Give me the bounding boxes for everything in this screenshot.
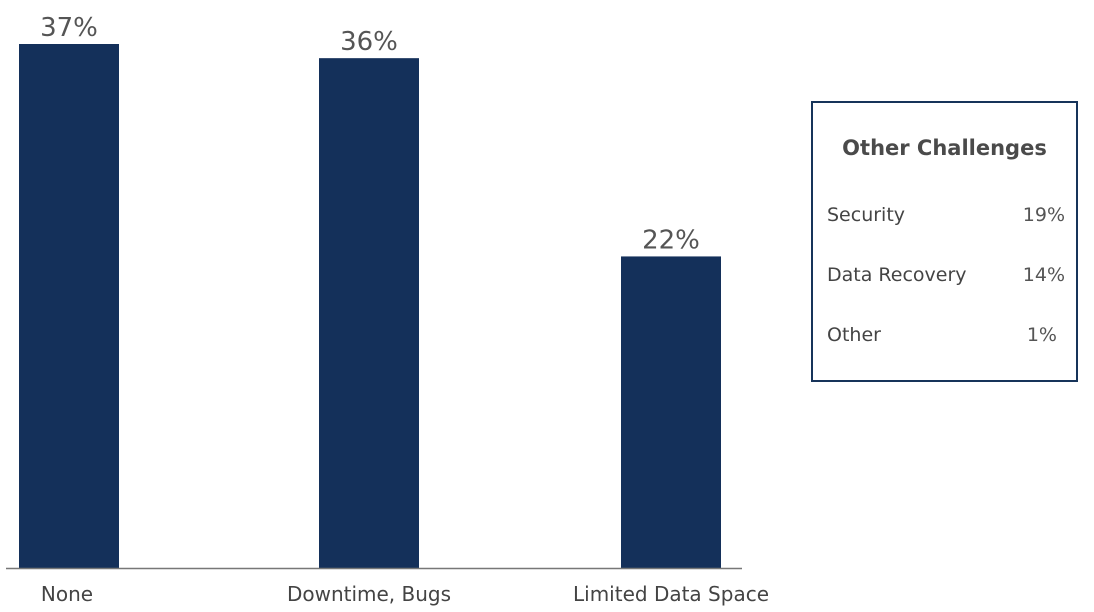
row-label: Security [827, 204, 906, 226]
other-challenges-row: Other 1% [827, 324, 1065, 352]
row-value: 19% [1022, 204, 1065, 226]
row-value: 1% [1026, 324, 1057, 346]
row-label: Other [827, 324, 881, 346]
category-label: Limited Data Space [573, 582, 769, 606]
other-challenges-row: Data Recovery 14% [827, 264, 1065, 292]
category-label: Downtime, Bugs [287, 582, 451, 606]
bar-value-label: 36% [340, 27, 398, 57]
row-value: 14% [1022, 264, 1065, 286]
other-challenges-row: Security 19% [827, 204, 1065, 232]
bar-none [19, 44, 119, 568]
bar-downtime-bugs [319, 58, 419, 568]
row-label: Data Recovery [827, 264, 967, 286]
other-challenges-box: Other Challenges Security 19% Data Recov… [811, 101, 1078, 382]
category-label: None [41, 582, 93, 606]
bar-value-label: 37% [40, 13, 98, 43]
bar-limited-data-space [621, 256, 721, 568]
other-challenges-title: Other Challenges [842, 136, 1047, 160]
bar-value-label: 22% [642, 225, 700, 255]
